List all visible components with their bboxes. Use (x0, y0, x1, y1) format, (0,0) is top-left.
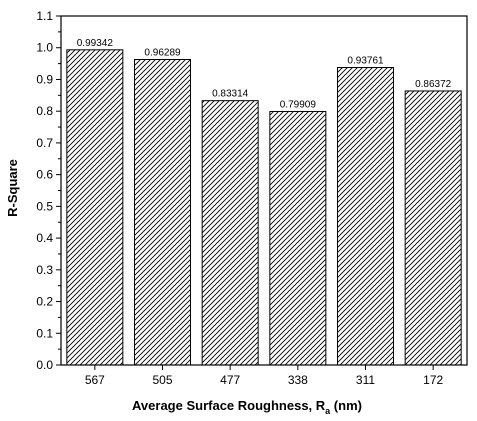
y-axis-title: R-Square (5, 159, 20, 217)
bars-layer (66, 49, 462, 366)
y-tick-label: 1.1 (36, 9, 53, 23)
x-axis-title-subscript: a (325, 406, 331, 416)
bar-311 (337, 67, 394, 366)
y-tick-label: 0.8 (36, 104, 53, 118)
data-label-477: 0.83314 (212, 89, 249, 100)
y-tick-label: 0.4 (36, 231, 53, 245)
data-label-567: 0.99342 (77, 38, 114, 49)
x-tick-label-567: 567 (85, 373, 105, 387)
x-axis-title-suffix: (nm) (330, 398, 362, 413)
bar-172 (404, 90, 462, 366)
y-tick-label: 0.2 (36, 295, 53, 309)
data-label-338: 0.79909 (280, 99, 317, 110)
axes-layer (56, 15, 468, 370)
bar-567 (66, 49, 124, 366)
bar-505 (134, 59, 191, 366)
y-tick-label: 0.9 (36, 72, 53, 86)
data-label-505: 0.96289 (144, 48, 181, 59)
x-tick-label-505: 505 (152, 373, 172, 387)
y-tick-label: 0.6 (36, 168, 53, 182)
y-tick-label: 0.3 (36, 263, 53, 277)
x-tick-label-172: 172 (423, 373, 443, 387)
x-axis-title-main: Average Surface Roughness, R (132, 398, 326, 413)
x-tick-label-477: 477 (220, 373, 240, 387)
y-tick-label: 0.5 (36, 199, 53, 213)
bar-338 (269, 110, 327, 366)
data-label-311: 0.93761 (347, 56, 384, 67)
x-tick-label-311: 311 (356, 373, 375, 387)
y-tick-label: 0.1 (36, 326, 53, 340)
y-tick-label: 1.0 (36, 41, 53, 55)
y-tick-label: 0.0 (36, 358, 53, 372)
y-tick-label: 0.7 (36, 136, 53, 150)
labels-layer: 0.99342 567 0.96289 505 0.83314 477 0.79909 338… (36, 9, 451, 387)
x-tick-label-338: 338 (288, 373, 308, 387)
x-axis-title: Average Surface Roughness, Ra (nm) (132, 398, 362, 416)
bar-477 (201, 100, 259, 366)
data-label-172: 0.86372 (415, 79, 452, 90)
